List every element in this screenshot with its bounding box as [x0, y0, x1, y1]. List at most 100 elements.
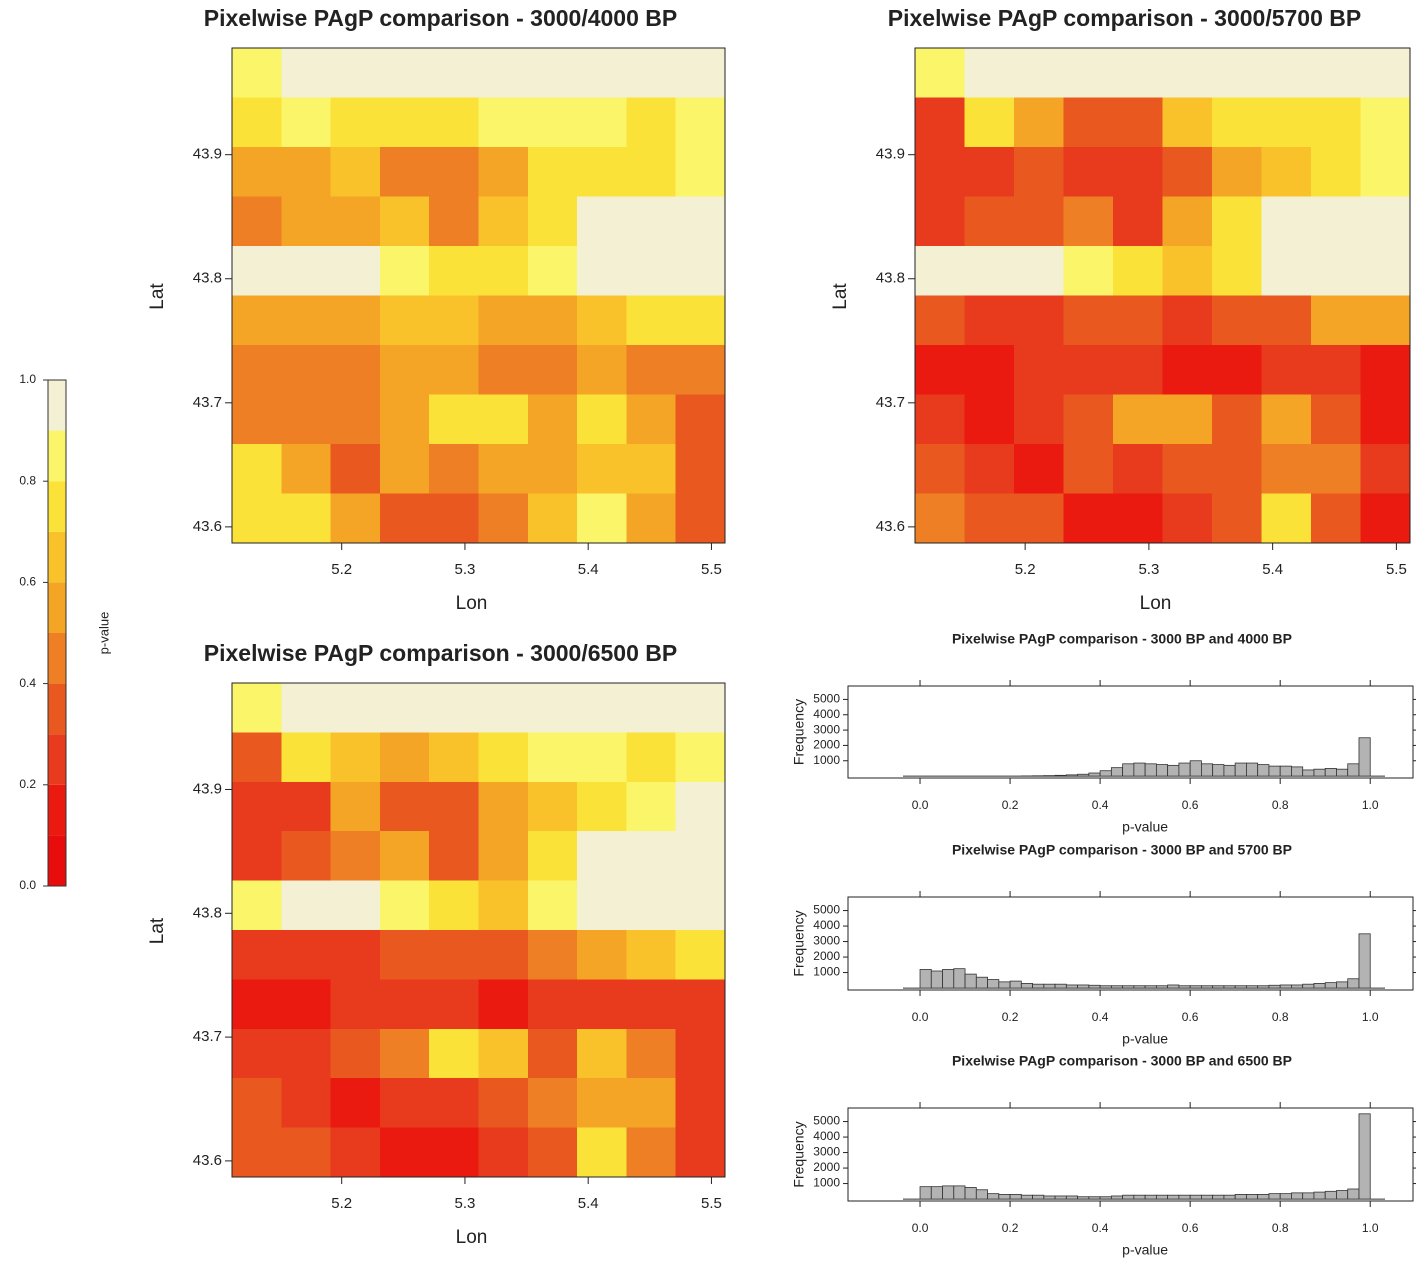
heat-cell [965, 98, 1015, 148]
heat-cell [429, 1128, 479, 1178]
heat-cell [281, 683, 331, 733]
hist-bar [1168, 765, 1179, 776]
heat-cell [331, 197, 381, 247]
heat-cell [1311, 444, 1361, 494]
heat-cell [626, 98, 676, 148]
heat-cell [528, 98, 578, 148]
heat-cell [626, 683, 676, 733]
heat-cell [232, 246, 282, 296]
heat-cell [1262, 395, 1312, 445]
heat-cell [232, 345, 282, 395]
heat-cell [915, 345, 965, 395]
colorbar-title: p-value [96, 612, 111, 655]
heat-cell [331, 494, 381, 544]
x-axis-label: Lon [456, 593, 488, 614]
heat-cell [965, 494, 1015, 544]
hist-bar [1224, 765, 1235, 776]
heat-cell [1163, 48, 1213, 98]
heat-cell [965, 345, 1015, 395]
heat-cell [479, 147, 529, 197]
heat-cell [1311, 246, 1361, 296]
heat-cell [1113, 494, 1163, 544]
x-tick-label: 1.0 [1362, 798, 1379, 812]
hist-bar [1055, 984, 1066, 988]
hist-bar [1224, 986, 1235, 988]
y-axis-label: Lat [147, 283, 168, 310]
hist-bar [1168, 1195, 1179, 1199]
heat-cell [1113, 296, 1163, 346]
colorbar-tick-label: 0.0 [19, 878, 36, 892]
hist-bar [943, 969, 954, 988]
heat-cell [1311, 494, 1361, 544]
heat-cell [577, 831, 627, 881]
heat-cell [479, 831, 529, 881]
x-tick-label: 0.4 [1092, 798, 1109, 812]
heat-cell [1113, 98, 1163, 148]
hist-bar [1314, 1192, 1325, 1199]
heat-cell [626, 48, 676, 98]
heat-cell [281, 147, 331, 197]
heat-cell [331, 881, 381, 931]
heat-cell [479, 345, 529, 395]
heat-cell [676, 782, 726, 832]
heat-cell [528, 296, 578, 346]
heat-cell [429, 979, 479, 1029]
hist-bar [1280, 766, 1291, 776]
heat-cell [479, 48, 529, 98]
hist-bar [954, 969, 965, 988]
heat-cell [577, 345, 627, 395]
heat-cell [429, 345, 479, 395]
heat-cell [232, 444, 282, 494]
heat-cell [965, 296, 1015, 346]
heat-cell [915, 147, 965, 197]
heat-cell [1262, 444, 1312, 494]
color-band [48, 380, 66, 431]
heat-cell [676, 979, 726, 1029]
heat-cell [626, 881, 676, 931]
hist-bar [1348, 1189, 1359, 1199]
heat-cell [528, 1128, 578, 1178]
heat-cell [1361, 296, 1411, 346]
heat-cell [577, 246, 627, 296]
hist-bar [1303, 770, 1314, 776]
y-axis-label: Frequency [791, 1121, 807, 1187]
color-band [48, 481, 66, 532]
heat-cell [331, 979, 381, 1029]
y-tick-label: 43.7 [193, 394, 222, 411]
heat-cell [281, 979, 331, 1029]
y-tick-label: 43.9 [876, 146, 905, 163]
heat-cell [1113, 197, 1163, 247]
hist-bar [1235, 763, 1246, 776]
heat-cell [429, 494, 479, 544]
heat-cell [281, 782, 331, 832]
heat-cell [676, 831, 726, 881]
heat-cell [1014, 147, 1064, 197]
x-tick-label: 1.0 [1362, 1221, 1379, 1235]
x-tick-label: 0.6 [1182, 1221, 1199, 1235]
heat-cell [528, 444, 578, 494]
heat-cell [429, 197, 479, 247]
y-tick-label: 43.6 [193, 518, 222, 535]
heat-cell [577, 197, 627, 247]
heat-cell [479, 246, 529, 296]
heat-cell [331, 1078, 381, 1128]
heat-cell [676, 246, 726, 296]
heat-cell [281, 395, 331, 445]
heat-cell [528, 930, 578, 980]
y-tick-label: 4000 [813, 1129, 840, 1143]
heat-cell [479, 1128, 529, 1178]
x-tick-label: 0.4 [1092, 1010, 1109, 1024]
heat-cell [429, 782, 479, 832]
colorbar-tick-label: 0.4 [19, 676, 36, 690]
heat-cell [479, 782, 529, 832]
heat-cell [331, 782, 381, 832]
hist-bar [1359, 1114, 1370, 1199]
heat-cell [676, 48, 726, 98]
heat-cell [380, 930, 430, 980]
hist-bar [1111, 768, 1122, 776]
heat-cell [915, 395, 965, 445]
heat-cell [1014, 494, 1064, 544]
y-tick-label: 43.6 [193, 1152, 222, 1169]
heat-cell [528, 831, 578, 881]
